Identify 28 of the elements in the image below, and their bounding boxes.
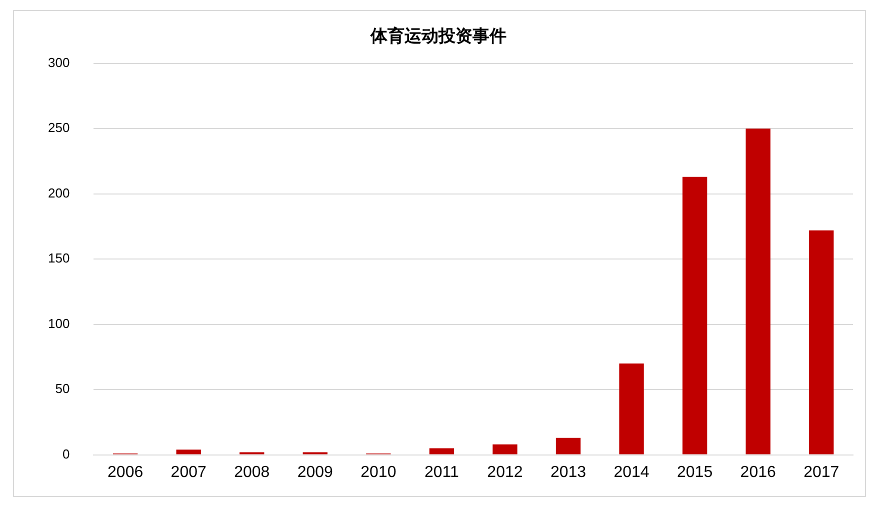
bar [492,444,518,454]
x-tick-label: 2015 [677,464,713,481]
y-tick-label: 150 [48,250,70,266]
x-tick-label: 2011 [424,464,460,481]
x-tick-label: 2013 [550,464,586,481]
y-tick-label: 50 [55,381,70,396]
x-tick-label: 2014 [614,464,650,481]
x-tick-label: 2006 [108,464,144,481]
x-tick-label: 2007 [170,464,206,481]
x-tick-label: 2017 [804,464,840,481]
y-tick-label: 300 [48,54,70,70]
bar [682,176,708,454]
y-tick-label: 0 [62,446,70,462]
bar [176,450,201,454]
x-tick-label: 2010 [360,464,396,481]
bar [429,448,454,454]
y-tick-label: 200 [48,185,70,200]
bar [746,128,770,454]
bar [556,438,581,454]
y-tick-label: 100 [48,316,70,331]
x-tick-label: 2012 [487,464,523,481]
bar [809,230,834,454]
bar [619,363,644,454]
x-tick-label: 2016 [740,464,776,481]
x-tick-label: 2009 [297,464,334,481]
y-tick-label: 250 [48,120,70,136]
x-tick-label: 2008 [234,464,270,481]
chart-title: 体育运动投资事件 [370,26,506,47]
